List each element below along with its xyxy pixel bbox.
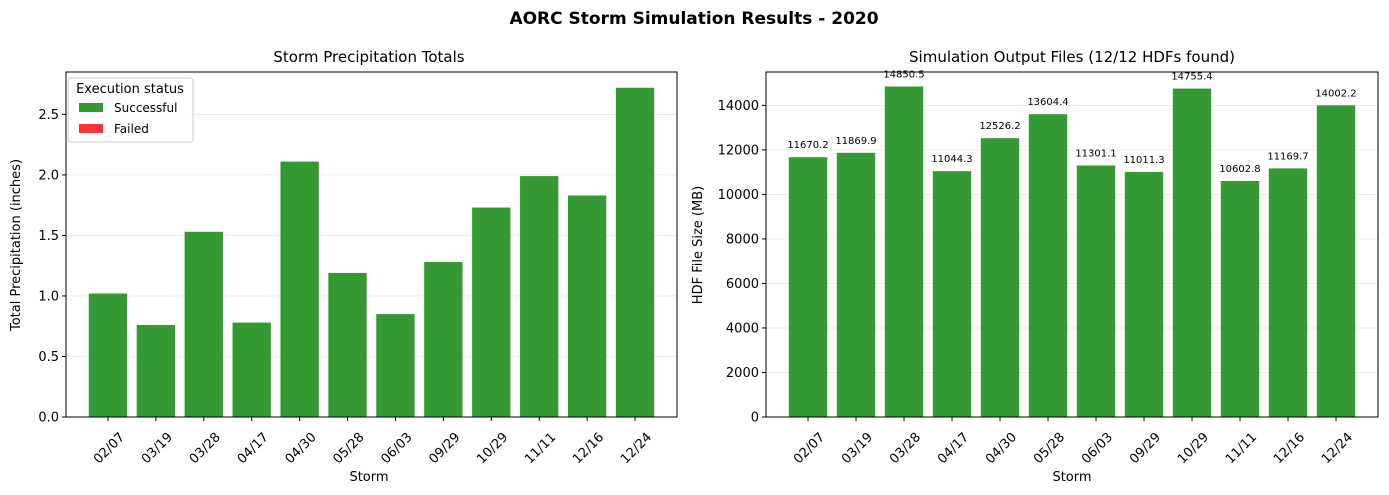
precip-y-tick-label: 1.5	[38, 229, 59, 244]
legend-label-successful: Successful	[114, 101, 177, 115]
hdf-x-tick-label: 02/07	[791, 430, 828, 467]
precip-bar	[136, 325, 176, 417]
hdf-y-tick-label: 8000	[726, 232, 759, 247]
hdf-x-tick-label: 04/30	[983, 430, 1020, 467]
precipitation-chart: Storm Precipitation Totals 0.0 0.5 1.0 1.5 2…	[9, 48, 678, 485]
hdf-size-chart-title: Simulation Output Files (12/12 HDFs foun…	[909, 48, 1235, 66]
precip-x-tick-label: 12/24	[618, 430, 655, 467]
hdf-bar	[932, 171, 972, 417]
hdf-size-bars	[788, 86, 1356, 418]
hdf-x-tick-label: 12/16	[1271, 430, 1308, 467]
hdf-data-label: 14755.4	[1171, 72, 1212, 83]
precipitation-x-axis-label: Storm	[349, 470, 388, 485]
precip-x-tick-label: 02/07	[91, 430, 128, 467]
hdf-data-label: 11869.9	[835, 136, 876, 147]
legend-title: Execution status	[76, 82, 184, 97]
precip-y-tick-label: 1.0	[38, 289, 59, 304]
precip-x-tick-label: 06/03	[378, 430, 415, 467]
hdf-y-tick-label: 10000	[718, 188, 759, 203]
hdf-data-label: 11011.3	[1123, 155, 1164, 166]
hdf-x-tick-label: 05/28	[1031, 430, 1068, 467]
hdf-size-plot-frame	[765, 71, 1379, 418]
hdf-x-tick-label: 06/03	[1079, 430, 1116, 467]
hdf-x-tick-label: 10/29	[1175, 430, 1212, 467]
precip-x-tick-label: 03/19	[139, 430, 176, 467]
hdf-bar	[1316, 105, 1356, 417]
hdf-bar	[1076, 165, 1116, 417]
hdf-y-tick-label: 4000	[726, 321, 759, 336]
legend-label-failed: Failed	[114, 122, 149, 136]
legend-swatch-failed	[79, 124, 103, 133]
precip-bar	[424, 262, 463, 417]
hdf-bar	[836, 152, 876, 417]
hdf-bar	[788, 157, 828, 417]
hdf-size-x-ticks: 02/07 03/19 03/28 04/17 04/30 05/28 06/03 09/29…	[791, 417, 1356, 467]
hdf-data-label: 13604.4	[1027, 97, 1068, 108]
precip-bar	[472, 207, 511, 417]
hdf-x-tick-label: 12/24	[1319, 430, 1356, 467]
precipitation-y-ticks: 0.0 0.5 1.0 1.5 2.0 2.5	[38, 108, 66, 426]
hdf-size-x-axis-label: Storm	[1052, 470, 1091, 485]
hdf-data-label: 10602.8	[1219, 164, 1260, 175]
precipitation-bars	[88, 87, 655, 417]
hdf-x-tick-label: 04/17	[935, 430, 972, 467]
hdf-y-tick-label: 6000	[726, 277, 759, 292]
precip-bar	[280, 161, 319, 417]
precip-x-tick-label: 04/17	[235, 430, 272, 467]
hdf-bar	[884, 86, 924, 418]
precip-x-tick-label: 10/29	[474, 430, 511, 467]
hdf-y-tick-label: 2000	[726, 366, 759, 381]
hdf-y-tick-label: 0	[751, 411, 759, 426]
precip-bar	[88, 293, 128, 417]
precip-x-tick-label: 12/16	[570, 430, 607, 467]
hdf-y-tick-label: 12000	[718, 143, 759, 158]
precipitation-plot-frame	[65, 71, 678, 418]
precip-y-tick-label: 2.5	[38, 108, 59, 123]
hdf-data-label: 14002.2	[1315, 88, 1356, 99]
hdf-bar	[1220, 181, 1260, 417]
precipitation-chart-title: Storm Precipitation Totals	[273, 48, 464, 66]
precip-x-tick-label: 09/29	[426, 430, 463, 467]
precip-y-tick-label: 2.0	[38, 168, 59, 183]
precip-bar	[567, 195, 607, 417]
hdf-data-label: 11301.1	[1075, 148, 1116, 159]
precip-x-tick-label: 05/28	[331, 430, 368, 467]
precip-y-tick-label: 0.0	[38, 411, 59, 426]
precip-bar	[376, 314, 415, 417]
hdf-bar	[980, 138, 1020, 417]
hdf-bar	[1028, 114, 1068, 418]
hdf-bar	[1124, 171, 1164, 417]
hdf-size-data-labels: 11670.2 11869.9 14850.5 11044.3 12526.2 13604…	[787, 69, 1356, 175]
hdf-x-tick-label: 03/19	[839, 430, 876, 467]
hdf-data-label: 14850.5	[883, 69, 924, 80]
hdf-bar	[1268, 168, 1308, 417]
precip-x-tick-label: 04/30	[283, 430, 320, 467]
hdf-size-y-axis-label: HDF File Size (MB)	[691, 186, 706, 304]
hdf-x-tick-label: 03/28	[887, 430, 924, 467]
figure-title: AORC Storm Simulation Results - 2020	[509, 9, 878, 29]
precip-bar	[615, 87, 655, 417]
hdf-bar	[1172, 88, 1212, 417]
precip-bar	[184, 231, 223, 417]
hdf-x-tick-label: 11/11	[1223, 430, 1260, 467]
precip-bar	[520, 176, 559, 417]
precip-bar	[232, 322, 271, 417]
precip-x-tick-label: 03/28	[187, 430, 224, 467]
precipitation-y-axis-label: Total Precipitation (inches)	[9, 159, 24, 332]
hdf-y-tick-label: 14000	[718, 99, 759, 114]
precipitation-x-ticks: 02/07 03/19 03/28 04/17 04/30 05/28 06/03 09/29…	[91, 417, 655, 467]
hdf-data-label: 11169.7	[1267, 151, 1308, 162]
precip-bar	[328, 272, 367, 417]
legend-swatch-successful	[79, 103, 103, 112]
precip-y-tick-label: 0.5	[38, 350, 59, 365]
hdf-x-tick-label: 09/29	[1127, 430, 1164, 467]
hdf-data-label: 12526.2	[979, 121, 1020, 132]
hdf-size-chart: Simulation Output Files (12/12 HDFs foun…	[691, 48, 1379, 485]
hdf-data-label: 11044.3	[931, 154, 972, 165]
hdf-size-y-ticks: 0 2000 4000 6000 8000 10000 12000 14000	[718, 99, 766, 426]
hdf-data-label: 11670.2	[787, 140, 828, 151]
legend: Execution status Successful Failed	[67, 77, 194, 143]
precip-x-tick-label: 11/11	[522, 430, 559, 467]
